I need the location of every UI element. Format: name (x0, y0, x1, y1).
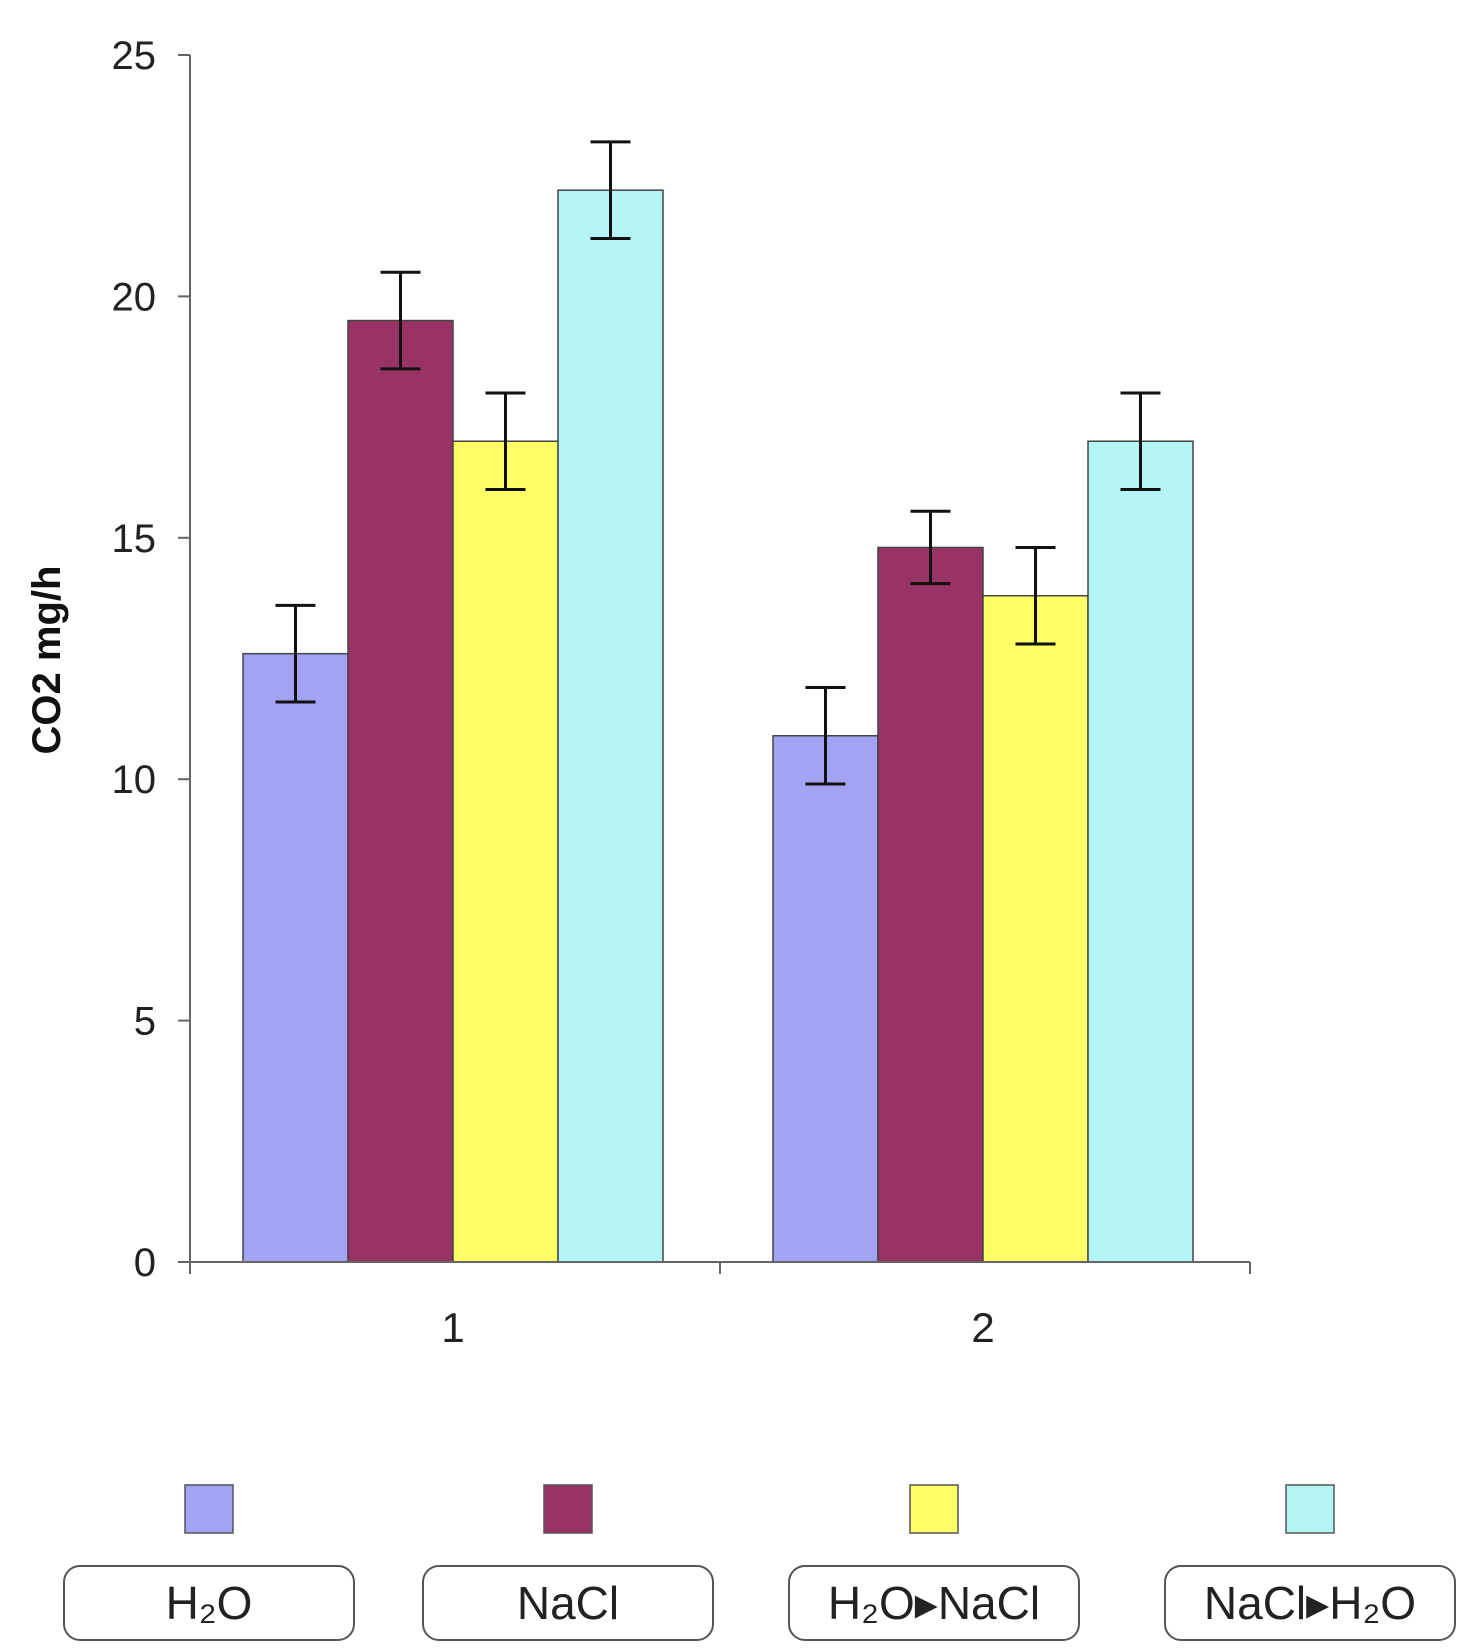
legend: H₂O NaCl H₂O▸NaCl NaCl▸H₂O (63, 1484, 1456, 1641)
bars (242, 189, 1194, 1263)
bar (557, 189, 664, 1263)
legend-swatch (1285, 1484, 1335, 1534)
y-tick-label: 5 (134, 1000, 156, 1044)
bar (772, 734, 879, 1263)
bar (242, 652, 349, 1263)
legend-label-box (788, 1565, 1080, 1641)
legend-label-box (1164, 1565, 1456, 1641)
bar (452, 440, 559, 1263)
legend-label-box (422, 1565, 714, 1641)
error-bars (275, 140, 1161, 786)
bar (877, 546, 984, 1263)
legend-label: H₂O (166, 1577, 253, 1629)
x-category-label: 2 (971, 1304, 994, 1351)
legend-swatch (184, 1484, 234, 1534)
bar (1087, 440, 1194, 1263)
legend-label-box (63, 1565, 355, 1641)
y-tick-label: 0 (134, 1241, 156, 1285)
legend-swatch (909, 1484, 959, 1534)
y-axis-label-group: CO2 mg/h (25, 566, 69, 755)
y-tick-label: 25 (112, 34, 157, 78)
y-axis-label: CO2 mg/h (25, 566, 69, 755)
bar (347, 319, 454, 1263)
bar (982, 594, 1089, 1263)
y-tick-label: 20 (112, 275, 157, 319)
legend-label: NaCl (517, 1577, 619, 1629)
y-tick-label: 15 (112, 517, 157, 561)
legend-swatch (543, 1484, 593, 1534)
legend-label: NaCl▸H₂O (1204, 1577, 1416, 1629)
x-category-label: 1 (441, 1304, 464, 1351)
y-tick-label: 10 (112, 758, 157, 802)
y-ticks: 0 5 10 15 20 25 (112, 34, 190, 1285)
legend-label: H₂O▸NaCl (828, 1577, 1040, 1629)
